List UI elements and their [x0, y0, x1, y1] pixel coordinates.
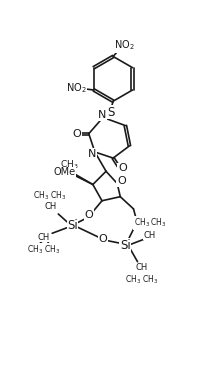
- Text: CH: CH: [136, 263, 148, 272]
- Text: O: O: [117, 176, 126, 186]
- Text: CH: CH: [144, 231, 156, 240]
- Text: O: O: [84, 210, 93, 220]
- Text: N: N: [98, 110, 106, 120]
- Text: CH$_3$: CH$_3$: [27, 243, 43, 256]
- Text: O: O: [118, 163, 127, 173]
- Text: N: N: [88, 149, 96, 159]
- Text: CH$_3$: CH$_3$: [60, 159, 79, 171]
- Text: NO$_2$: NO$_2$: [114, 38, 135, 52]
- Text: CH$_3$: CH$_3$: [150, 217, 166, 230]
- Text: O: O: [72, 129, 81, 139]
- Text: CH: CH: [44, 202, 56, 211]
- Text: CH$_3$: CH$_3$: [50, 189, 66, 202]
- Text: O: O: [133, 218, 142, 228]
- Text: OMe: OMe: [53, 167, 75, 177]
- Text: S: S: [108, 106, 115, 119]
- Text: CH: CH: [38, 233, 50, 242]
- Text: O: O: [67, 168, 76, 178]
- Text: CH$_3$: CH$_3$: [142, 274, 158, 286]
- Text: CH$_3$: CH$_3$: [44, 243, 60, 256]
- Text: O: O: [99, 234, 107, 244]
- Text: Si: Si: [67, 219, 78, 232]
- Text: CH$_3$: CH$_3$: [125, 274, 142, 286]
- Text: CH$_3$: CH$_3$: [133, 217, 150, 230]
- Text: NO$_2$: NO$_2$: [66, 81, 87, 95]
- Text: CH$_3$: CH$_3$: [33, 189, 49, 202]
- Text: Si: Si: [120, 239, 131, 252]
